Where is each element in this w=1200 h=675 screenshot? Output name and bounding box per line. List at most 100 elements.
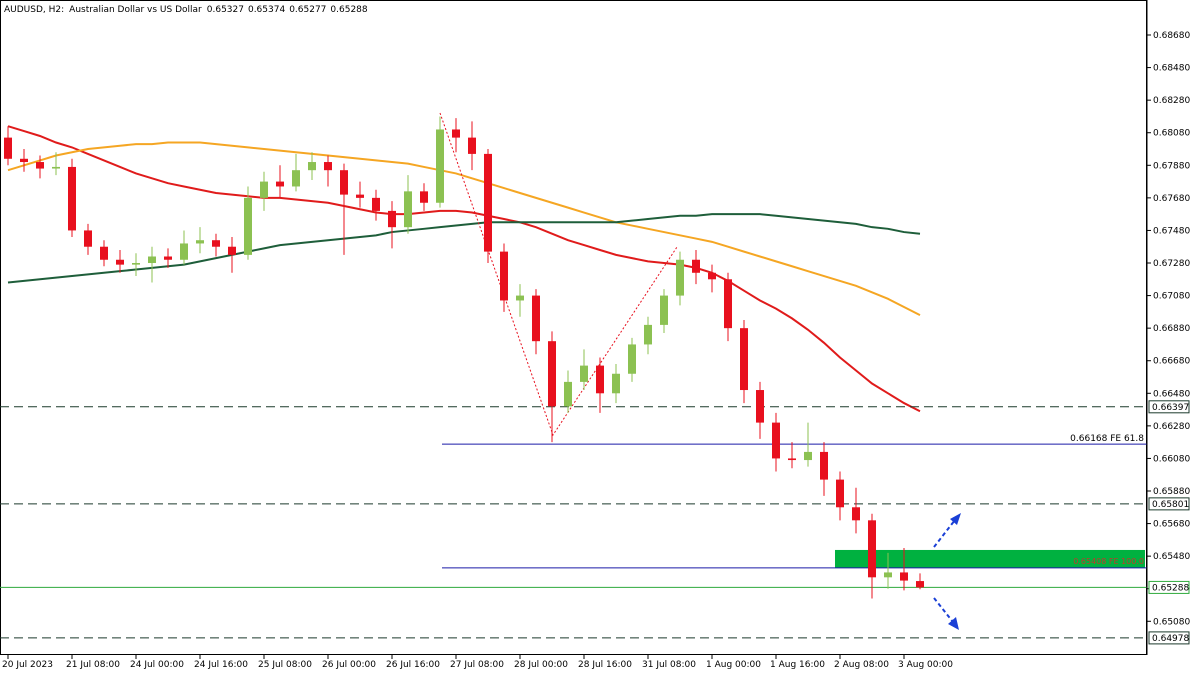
candle-body <box>276 181 284 187</box>
x-tick-label: 27 Jul 08:00 <box>450 660 504 670</box>
fibo-label: 0.66168 FE 61.8 <box>1070 434 1144 444</box>
candle-body <box>420 191 428 203</box>
candle-body <box>628 344 636 374</box>
y-tick-label: 0.68080 <box>1153 129 1190 139</box>
candle-body <box>852 507 860 521</box>
level-label: 0.66397 <box>1152 403 1189 413</box>
x-tick-label: 26 Jul 00:00 <box>322 660 376 670</box>
y-tick-label: 0.65680 <box>1153 520 1190 530</box>
candle-body <box>212 240 220 247</box>
candle-body <box>708 272 716 280</box>
symbol: AUDUSD, H2: <box>4 5 64 15</box>
candle-body <box>308 162 316 171</box>
x-tick-label: 21 Jul 08:00 <box>66 660 120 670</box>
close: 0.65288 <box>330 5 367 15</box>
candle-body <box>484 153 492 252</box>
candle-body <box>180 243 188 260</box>
y-tick-label: 0.66280 <box>1153 422 1190 432</box>
y-tick-label: 0.67080 <box>1153 292 1190 302</box>
candle-body <box>884 572 892 578</box>
moving-averages <box>7 125 921 413</box>
arrow-down <box>933 597 954 623</box>
y-tick-label: 0.67680 <box>1153 194 1190 204</box>
candle-body <box>20 158 28 163</box>
candle-body <box>692 259 700 273</box>
y-tick-label: 0.66680 <box>1153 357 1190 367</box>
candle-body <box>52 166 60 169</box>
x-tick-label: 28 Jul 16:00 <box>578 660 632 670</box>
candle-body <box>644 324 652 345</box>
level-label: 0.65288 <box>1152 583 1189 593</box>
y-tick-label: 0.68280 <box>1153 96 1190 106</box>
candle-body <box>244 197 252 255</box>
candle-body <box>68 166 76 231</box>
candle-body <box>148 256 156 264</box>
moving-average <box>7 125 921 413</box>
candle-body <box>836 479 844 508</box>
arrows <box>933 513 961 630</box>
candle-body <box>452 129 460 138</box>
candle-body <box>756 390 764 423</box>
high: 0.65374 <box>248 5 285 15</box>
candle-body <box>580 365 588 382</box>
y-tick-label: 0.67880 <box>1153 161 1190 171</box>
candle-body <box>340 170 348 195</box>
moving-average <box>7 213 921 284</box>
candle-body <box>724 279 732 329</box>
candle-body <box>788 458 796 461</box>
level-tag <box>1148 497 1190 511</box>
candle-body <box>164 256 172 260</box>
low: 0.65277 <box>289 5 326 15</box>
candle-body <box>740 328 748 391</box>
candle-body <box>916 581 924 588</box>
candle-body <box>676 259 684 296</box>
candle-body <box>116 259 124 265</box>
y-tick-label: 0.67480 <box>1153 226 1190 236</box>
y-tick-label: 0.68480 <box>1153 64 1190 74</box>
description: Australian Dollar vs US Dollar <box>69 5 202 15</box>
x-tick-label: 25 Jul 08:00 <box>258 660 312 670</box>
x-tick-label: 20 Jul 2023 <box>2 660 53 670</box>
y-tick-label: 0.66480 <box>1153 389 1190 399</box>
candle-body <box>516 295 524 301</box>
x-tick-label: 24 Jul 16:00 <box>194 660 248 670</box>
candle-body <box>804 451 812 461</box>
candle-body <box>196 240 204 244</box>
y-tick-label: 0.66080 <box>1153 454 1190 464</box>
candle-body <box>820 451 828 480</box>
candle-body <box>324 162 332 171</box>
candle-body <box>500 251 508 301</box>
x-tick-label: 31 Jul 08:00 <box>642 660 696 670</box>
candle-body <box>564 381 572 407</box>
x-tick-label: 28 Jul 00:00 <box>514 660 568 670</box>
open: 0.65327 <box>207 5 244 15</box>
y-tick-label: 0.65480 <box>1153 552 1190 562</box>
candle-body <box>660 295 668 325</box>
candle-body <box>372 197 380 211</box>
zone <box>835 549 1145 568</box>
arrow-up <box>933 519 956 548</box>
level-label: 0.65801 <box>1152 500 1189 510</box>
candle-body <box>356 194 364 198</box>
level-tag <box>1148 631 1190 645</box>
candle-body <box>388 210 396 228</box>
candle-body <box>132 263 140 265</box>
y-tick-label: 0.66880 <box>1153 324 1190 334</box>
levels: 0.66168 FE 61.8 0.65408 FE 100.0 <box>0 406 1147 639</box>
x-tick-label: 1 Aug 00:00 <box>706 660 761 670</box>
arrow-head <box>950 513 961 525</box>
x-tick-label: 24 Jul 00:00 <box>130 660 184 670</box>
x-tick-label: 1 Aug 16:00 <box>770 660 825 670</box>
y-tick-label: 0.67280 <box>1153 259 1190 269</box>
chart-title: AUDUSD, H2: Australian Dollar vs US Dolla… <box>4 5 368 15</box>
candle-body <box>900 572 908 581</box>
arrow-head <box>948 617 959 630</box>
y-tick-label: 0.65880 <box>1153 487 1190 497</box>
candle-body <box>292 170 300 187</box>
moving-average <box>7 141 921 317</box>
plot-frame <box>0 0 1147 655</box>
x-tick-label: 26 Jul 16:00 <box>386 660 440 670</box>
candle-body <box>436 129 444 203</box>
